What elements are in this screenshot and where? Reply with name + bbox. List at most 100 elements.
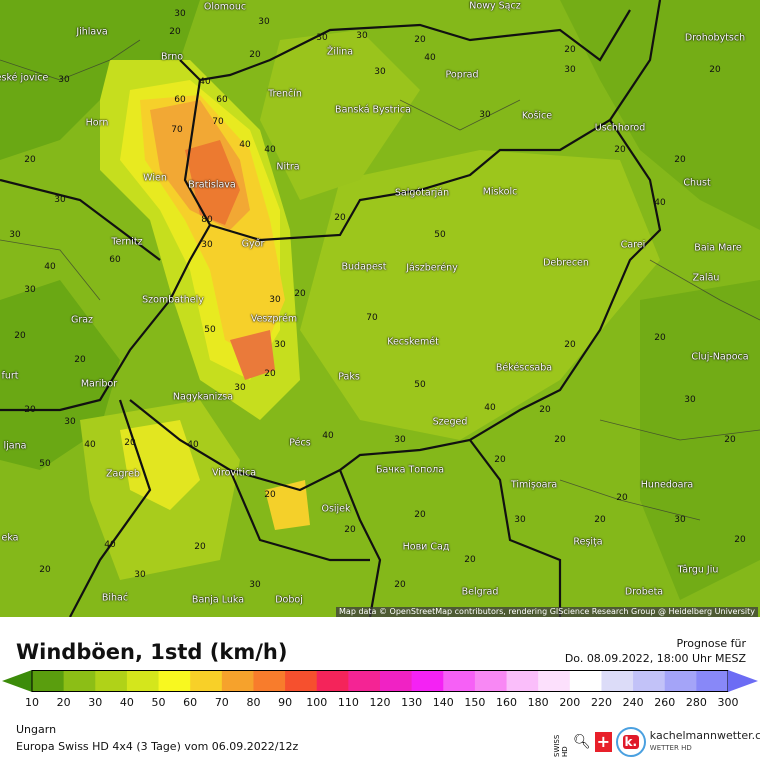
kachelmann-logo[interactable]: k. [615,727,646,757]
contour-value-label: 30 [316,33,328,43]
contour-value-label: 20 [194,542,206,552]
city-label: Banja Luka [191,594,245,606]
contour-value-label: 30 [479,110,491,120]
city-label: Olomouc [203,1,247,13]
contour-value-label: 60 [109,255,121,265]
city-label: Uschhorod [594,122,646,134]
city-label: Nitra [276,161,300,173]
city-label: Žilina [326,46,354,58]
contour-value-label: 70 [212,117,224,127]
city-label: Jászberény [406,262,458,274]
scale-tick-label: 120 [369,696,391,709]
city-label: Kecskemét [387,336,439,348]
contour-value-label: 20 [414,510,426,520]
color-swatch [506,670,539,692]
scale-tick-label: 100 [306,696,328,709]
city-label: Košice [521,110,553,122]
color-swatch [285,670,318,692]
city-label: Budapest [341,261,387,273]
city-label: Pécs [289,437,311,449]
color-swatch [348,670,381,692]
contour-value-label: 20 [674,155,686,165]
contour-value-label: 20 [734,535,746,545]
city-label: Virovitica [211,467,257,479]
contour-value-label: 40 [322,431,334,441]
weather-map[interactable]: Olomouc Nowy Sącz Jihlava Žilina Drohobytsch… [0,0,760,617]
color-swatch [569,670,602,692]
contour-value-label: 30 [24,285,36,295]
contour-value-label: 40 [264,145,276,155]
scale-tick-label: 40 [119,696,134,709]
color-swatch [95,670,128,692]
color-swatch [126,670,160,692]
scale-tick-label: 10 [25,696,39,709]
contour-value-label: 30 [9,230,21,240]
scale-tick-label: 30 [88,696,103,709]
city-label: Szeged [432,416,468,428]
color-swatch [633,670,666,692]
color-swatch [696,670,729,692]
scale-tick-label: 280 [685,696,707,709]
city-label: eské jovice [0,72,49,84]
contour-value-label: 30 [249,580,261,590]
city-label: Târgu Jiu [677,564,719,576]
contour-value-label: 20 [724,435,736,445]
color-swatch [190,670,223,692]
scale-tick-label: 240 [622,696,644,709]
contour-value-label: 30 [274,340,286,350]
contour-value-label: 40 [424,53,436,63]
city-label: Békéscsaba [495,362,553,374]
city-label: Bratislava [188,179,236,191]
scale-tick-label: 110 [337,696,359,709]
city-label: Debrecen [543,257,589,269]
contour-value-label: 20 [616,493,628,503]
city-label: Zagreb [106,468,140,480]
city-label: Nagykanizsa [172,391,234,403]
contour-value-label: 20 [124,438,136,448]
contour-value-label: 30 [394,435,406,445]
scale-tick-label: 150 [464,696,486,709]
city-label: Miskolc [482,186,518,198]
contour-value-label: 50 [204,325,216,335]
city-label: Бачка Топола [375,464,445,476]
city-label: Drohobytsch [684,32,746,44]
city-label: Jihlava [76,26,108,38]
magnifier-icon: 🔍︎ [573,734,591,750]
city-label: Poprad [445,69,479,81]
color-swatch [253,670,286,692]
contour-value-label: 80 [201,215,213,225]
forecast-info: Prognose für Do. 08.09.2022, 18:00 Uhr M… [565,636,746,666]
city-label: Salgótarján [394,187,450,199]
below-range-arrow [2,670,32,692]
contour-value-label: 20 [39,565,51,575]
scale-tick-label: 200 [559,696,581,709]
city-label: Nowy Sącz [469,0,521,12]
contour-value-label: 20 [414,35,426,45]
contour-value-label: 40 [84,440,96,450]
contour-value-label: 40 [44,262,56,272]
contour-value-label: 20 [74,355,86,365]
contour-value-label: 40 [239,140,251,150]
color-swatch [63,670,96,692]
model-run: Europa Swiss HD 4x4 (3 Tage) vom 06.09.2… [16,740,299,753]
contour-value-label: 20 [14,331,26,341]
city-label: Нови Сад [402,541,450,553]
city-label: Brno [160,51,184,63]
contour-value-label: 30 [674,515,686,525]
color-scale-bar [2,670,758,692]
contour-value-label: 20 [654,333,666,343]
brand[interactable]: kachelmannwetter.com WETTER HD [650,730,760,754]
color-swatch [411,670,444,692]
color-swatch [380,670,413,692]
color-swatch [158,670,191,692]
contour-value-label: 20 [24,155,36,165]
scale-tick-label: 60 [183,696,198,709]
contour-value-label: 20 [614,145,626,155]
contour-value-label: 20 [394,580,406,590]
contour-value-label: 70 [366,313,378,323]
map-attribution[interactable]: Map data © OpenStreetMap contributors, r… [336,607,758,617]
contour-value-label: 20 [264,490,276,500]
scale-tick-label: 220 [590,696,612,709]
contour-value-label: 20 [24,405,36,415]
city-label: Veszprém [250,313,298,325]
